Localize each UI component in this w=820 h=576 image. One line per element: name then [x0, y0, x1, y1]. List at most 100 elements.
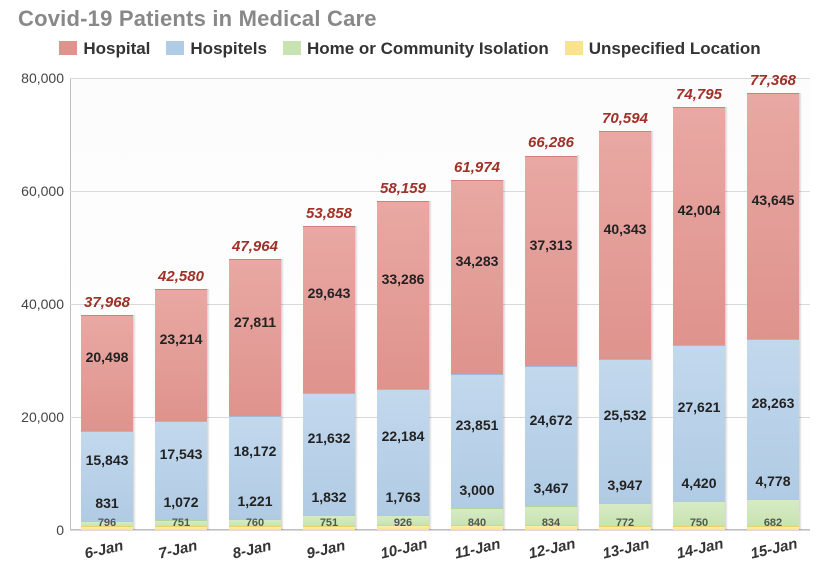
bar-segment-label-hospital: 23,214	[155, 331, 207, 347]
x-tick-label: 9-Jan	[305, 537, 347, 562]
bar-group: 47,96427,81118,1721,221760	[229, 259, 281, 530]
legend-swatch	[565, 41, 583, 55]
bar-group: 66,28637,31324,6723,467834	[525, 155, 577, 530]
bar-segment-label-unspecified: 751	[155, 517, 207, 529]
bar-shadow	[577, 155, 580, 530]
legend-item: Unspecified Location	[565, 39, 761, 59]
bar-segment-label-home: 831	[81, 495, 133, 511]
legend-swatch	[59, 41, 77, 55]
bar-segment-label-hospitels: 22,184	[377, 428, 429, 444]
bar-shadow	[355, 226, 358, 530]
x-tick-label: 12-Jan	[527, 535, 577, 562]
bar-shadow	[725, 107, 728, 530]
bar-segment-label-unspecified: 840	[451, 517, 503, 529]
legend-label: Unspecified Location	[589, 39, 761, 58]
bar-total-label: 42,580	[155, 268, 207, 285]
bar-segment-label-hospitels: 23,851	[451, 417, 503, 433]
x-tick-label: 15-Jan	[749, 535, 799, 562]
x-tick-label: 10-Jan	[379, 535, 429, 562]
bar-segment-label-home: 3,000	[451, 482, 503, 498]
bar-total-label: 66,286	[525, 134, 577, 151]
bar-segment-label-home: 1,221	[229, 493, 281, 509]
x-tick-label: 7-Jan	[157, 537, 199, 562]
bar-total-label: 58,159	[377, 180, 429, 197]
bar-shadow	[503, 180, 506, 530]
bar-shadow	[651, 131, 654, 530]
legend-item: Home or Community Isolation	[283, 39, 549, 59]
bar-segment-label-hospitels: 28,263	[747, 395, 799, 411]
bar-segment-label-home: 3,467	[525, 480, 577, 496]
bar-group: 37,96820,49815,843831796	[81, 315, 133, 530]
bar-segment	[747, 93, 799, 340]
bar-segment-label-hospital: 40,343	[599, 221, 651, 237]
bar-segment	[451, 180, 503, 374]
bar-total-label: 37,968	[81, 294, 133, 311]
bar-segment-label-home: 3,947	[599, 477, 651, 493]
legend-label: Hospitels	[190, 39, 267, 58]
grid-line	[70, 78, 810, 79]
bar-segment	[155, 289, 207, 420]
bar-group: 74,79542,00427,6214,420750	[673, 107, 725, 530]
bar-segment-label-unspecified: 751	[303, 517, 355, 529]
x-tick-label: 13-Jan	[601, 535, 651, 562]
chart-title: Covid-19 Patients in Medical Care	[18, 6, 377, 32]
bar-segment-label-hospitels: 27,621	[673, 399, 725, 415]
bar-group: 77,36843,64528,2634,778682	[747, 93, 799, 530]
bar-total-label: 74,795	[673, 86, 725, 103]
x-tick-label: 11-Jan	[453, 536, 502, 563]
x-tick-label: 8-Jan	[231, 537, 273, 562]
bar-segment-label-hospitels: 15,843	[81, 452, 133, 468]
bar-segment-label-home: 1,763	[377, 489, 429, 505]
bar-segment	[377, 201, 429, 389]
bar-total-label: 61,974	[451, 159, 503, 176]
bar-segment-label-unspecified: 796	[81, 517, 133, 529]
legend-swatch	[166, 41, 184, 55]
legend-item: Hospitels	[166, 39, 267, 59]
bar-segment	[81, 315, 133, 431]
bar-segment-label-hospital: 29,643	[303, 285, 355, 301]
legend-swatch	[283, 41, 301, 55]
legend-item: Hospital	[59, 39, 150, 59]
bar-segment-label-unspecified: 760	[229, 517, 281, 529]
bar-group: 53,85829,64321,6321,832751	[303, 226, 355, 530]
bar-shadow	[799, 93, 802, 530]
y-tick-label: 80,000	[9, 70, 64, 86]
bar-segment	[303, 226, 355, 393]
bar-segment-label-hospitels: 17,543	[155, 446, 207, 462]
bar-segment-label-hospital: 37,313	[525, 237, 577, 253]
bar-segment-label-unspecified: 772	[599, 517, 651, 529]
bar-segment-label-unspecified: 926	[377, 517, 429, 529]
bar-segment-label-unspecified: 682	[747, 517, 799, 529]
bar-segment	[673, 107, 725, 344]
bar-shadow	[281, 259, 284, 530]
bar-segment-label-hospital: 27,811	[229, 314, 281, 330]
bar-shadow	[133, 315, 136, 530]
bar-segment-label-home: 1,832	[303, 489, 355, 505]
bar-segment-label-hospital: 33,286	[377, 271, 429, 287]
bar-total-label: 77,368	[747, 72, 799, 89]
y-tick-label: 20,000	[9, 409, 64, 425]
grid-line	[70, 530, 810, 531]
bar-segment	[525, 156, 577, 367]
bar-group: 58,15933,28622,1841,763926	[377, 201, 429, 530]
bar-total-label: 70,594	[599, 110, 651, 127]
bar-shadow	[429, 201, 432, 530]
legend-label: Home or Community Isolation	[307, 39, 549, 58]
bar-segment-label-hospital: 43,645	[747, 192, 799, 208]
bar-segment-label-hospitels: 24,672	[525, 412, 577, 428]
x-tick-label: 6-Jan	[83, 537, 125, 562]
legend-label: Hospital	[83, 39, 150, 58]
bar-total-label: 47,964	[229, 238, 281, 255]
bar-group: 70,59440,34325,5323,947772	[599, 131, 651, 530]
bar-total-label: 53,858	[303, 205, 355, 222]
y-tick-label: 0	[9, 522, 64, 538]
legend: Hospital Hospitels Home or Community Isola…	[0, 38, 820, 59]
bar-segment	[229, 259, 281, 416]
x-tick-label: 14-Jan	[675, 535, 725, 562]
y-tick-label: 40,000	[9, 296, 64, 312]
bar-segment	[599, 131, 651, 359]
bar-segment-label-hospital: 20,498	[81, 349, 133, 365]
bar-segment-label-home: 1,072	[155, 494, 207, 510]
bar-group: 42,58023,21417,5431,072751	[155, 289, 207, 530]
bar-segment-label-hospital: 34,283	[451, 253, 503, 269]
